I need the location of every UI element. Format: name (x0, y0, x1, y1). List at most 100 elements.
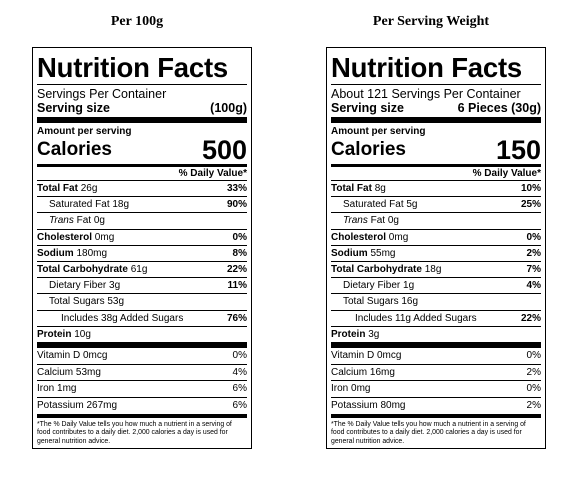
daily-value-header: % Daily Value* (37, 167, 247, 181)
footnote: *The % Daily Value tells you how much a … (331, 421, 526, 445)
dietary-fiber-dv: 11% (227, 280, 247, 292)
protein-amount: 10g (74, 328, 91, 340)
protein-label: Protein (331, 328, 366, 340)
vitamin-d-label: Vitamin D 0mcg (37, 350, 108, 362)
iron-row: Iron 1mg 6% (37, 381, 247, 398)
label-title: Nutrition Facts (331, 51, 541, 85)
total-carbohydrate-label: Total Carbohydrate (331, 264, 422, 276)
trans-fat-row: Trans Fat 0g (37, 213, 247, 230)
cholesterol-amount: 0mg (388, 231, 409, 243)
saturated-fat-label: Saturated Fat 5g (343, 199, 418, 211)
sodium-row: Sodium 180mg 8% (37, 246, 247, 263)
calcium-dv: 4% (232, 366, 247, 378)
dietary-fiber-label: Dietary Fiber 1g (343, 280, 415, 292)
total-carbohydrate-amount: 18g (424, 264, 442, 276)
serving-size-value: 6 Pieces (30g) (457, 101, 541, 115)
cholesterol-row: Cholesterol 0mg 0% (331, 230, 541, 246)
potassium-dv: 2% (526, 399, 541, 411)
calories-row: Calories 150 (331, 135, 541, 165)
medium-divider (331, 164, 541, 167)
saturated-fat-dv: 90% (226, 199, 247, 211)
total-fat-label: Total Fat (331, 183, 372, 194)
vitamin-d-row: Vitamin D 0mcg 0% (331, 348, 541, 365)
bottom-divider (37, 414, 247, 419)
thick-divider (331, 342, 541, 349)
potassium-row: Potassium 80mg 2% (331, 398, 541, 414)
sodium-label: Sodium (331, 247, 368, 259)
serving-size-value: (100g) (210, 101, 247, 115)
total-fat-row: Total Fat 8g 10% (331, 181, 541, 198)
trans-fat-amount: Fat 0g (370, 215, 399, 227)
potassium-label: Potassium 80mg (331, 399, 406, 411)
medium-divider (37, 164, 247, 167)
calories-label: Calories (331, 139, 406, 160)
trans-fat-row: Trans Fat 0g (331, 213, 541, 230)
sodium-amount: 180mg (76, 247, 108, 259)
protein-amount: 3g (368, 328, 380, 340)
calcium-label: Calcium 53mg (37, 366, 101, 378)
total-fat-amount: 8g (374, 183, 386, 194)
calories-label: Calories (37, 139, 112, 160)
calories-value: 150 (495, 135, 541, 165)
iron-dv: 6% (232, 383, 247, 395)
protein-row: Protein 3g (331, 327, 541, 342)
calcium-row: Calcium 53mg 4% (37, 365, 247, 382)
serving-size-row: Serving size (100g) (37, 101, 247, 116)
saturated-fat-row: Saturated Fat 5g 25% (331, 197, 541, 214)
vitamin-d-dv: 0% (526, 350, 541, 362)
potassium-label: Potassium 267mg (37, 399, 118, 411)
added-sugars-row: Includes 11g Added Sugars 22% (331, 311, 541, 327)
calories-value: 500 (201, 135, 247, 165)
dietary-fiber-dv: 4% (526, 280, 541, 292)
nutrition-label-per-serving: Nutrition Facts About 121 Servings Per C… (326, 47, 546, 449)
dietary-fiber-row: Dietary Fiber 1g 4% (331, 278, 541, 295)
trans-fat-label: Trans (343, 215, 368, 227)
vitamin-d-row: Vitamin D 0mcg 0% (37, 348, 247, 365)
total-fat-dv: 33% (226, 183, 247, 194)
protein-row: Protein 10g (37, 327, 247, 342)
total-fat-label: Total Fat (37, 183, 78, 194)
saturated-fat-dv: 25% (520, 199, 541, 211)
dietary-fiber-row: Dietary Fiber 3g 11% (37, 278, 247, 295)
vitamin-d-dv: 0% (232, 350, 247, 362)
sodium-dv: 2% (526, 247, 541, 259)
total-carbohydrate-dv: 22% (226, 264, 247, 276)
calcium-label: Calcium 16mg (331, 366, 395, 378)
amount-per-serving: Amount per serving (331, 126, 426, 137)
nutrition-label-per-100g: Nutrition Facts Servings Per Container S… (32, 47, 252, 449)
thick-divider (37, 117, 247, 123)
iron-row: Iron 0mg 0% (331, 381, 541, 398)
added-sugars-label: Includes 11g Added Sugars (355, 312, 477, 324)
serving-size-row: Serving size 6 Pieces (30g) (331, 101, 541, 116)
label-title: Nutrition Facts (37, 51, 247, 85)
iron-label: Iron 0mg (331, 383, 371, 395)
total-carbohydrate-row: Total Carbohydrate 18g 7% (331, 262, 541, 279)
total-carbohydrate-amount: 61g (130, 264, 148, 276)
footnote: *The % Daily Value tells you how much a … (37, 421, 232, 445)
trans-fat-label: Trans (49, 215, 74, 227)
dietary-fiber-label: Dietary Fiber 3g (49, 280, 121, 292)
added-sugars-label: Includes 38g Added Sugars (61, 312, 184, 324)
total-carbohydrate-dv: 7% (526, 264, 541, 276)
calcium-dv: 2% (526, 366, 541, 378)
trans-fat-amount: Fat 0g (76, 215, 105, 227)
added-sugars-row: Includes 38g Added Sugars 76% (37, 311, 247, 327)
sodium-dv: 8% (232, 247, 247, 259)
total-sugars-label: Total Sugars 53g (49, 296, 125, 308)
saturated-fat-row: Saturated Fat 18g 90% (37, 197, 247, 214)
thick-divider (331, 117, 541, 123)
calcium-row: Calcium 16mg 2% (331, 365, 541, 382)
total-sugars-row: Total Sugars 53g (37, 294, 247, 311)
heading-per-100g: Per 100g (110, 14, 164, 29)
added-sugars-dv: 76% (226, 312, 247, 324)
cholesterol-row: Cholesterol 0mg 0% (37, 230, 247, 246)
total-sugars-label: Total Sugars 16g (343, 296, 419, 308)
total-carbohydrate-row: Total Carbohydrate 61g 22% (37, 262, 247, 279)
sodium-row: Sodium 55mg 2% (331, 246, 541, 263)
cholesterol-dv: 0% (526, 231, 541, 243)
vitamin-d-label: Vitamin D 0mcg (331, 350, 402, 362)
cholesterol-dv: 0% (232, 231, 247, 243)
servings-per-container: About 121 Servings Per Container (331, 87, 521, 101)
daily-value-header: % Daily Value* (331, 167, 541, 181)
serving-size-label: Serving size (37, 101, 110, 115)
